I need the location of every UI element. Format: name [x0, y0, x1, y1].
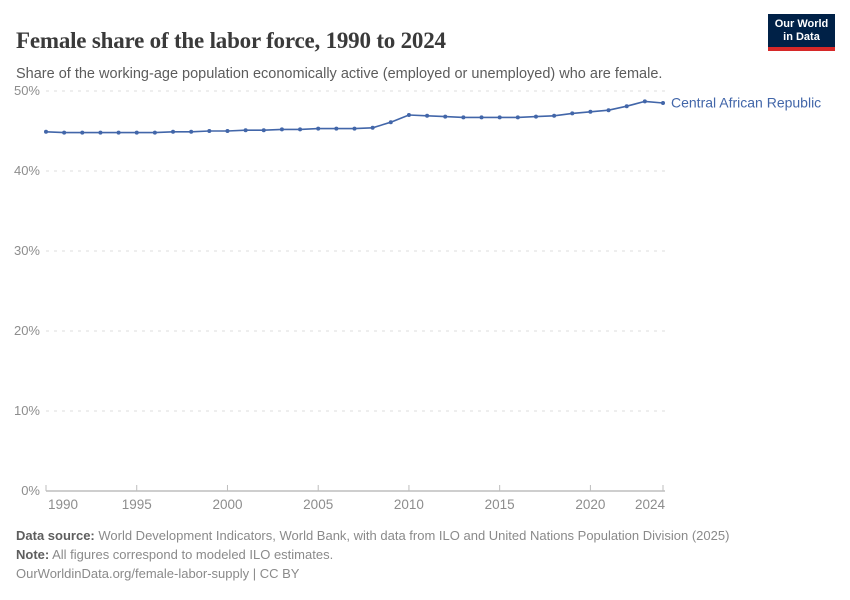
owid-logo-line1: Our World — [774, 17, 829, 30]
owid-logo[interactable]: Our World in Data — [768, 14, 835, 51]
citation-line: OurWorldinData.org/female-labor-supply |… — [16, 564, 836, 583]
datasource-line: Data source: World Development Indicator… — [16, 526, 836, 545]
data-point-2011[interactable] — [425, 113, 430, 118]
data-point-2017[interactable] — [533, 114, 538, 119]
data-point-1990[interactable] — [44, 129, 48, 134]
data-point-1993[interactable] — [98, 130, 103, 135]
data-point-2000[interactable] — [225, 129, 230, 133]
data-point-2024[interactable] — [661, 101, 665, 105]
data-point-2020[interactable] — [588, 109, 593, 114]
x-tick-label-2010: 2010 — [394, 497, 424, 512]
y-tick-label-0: 0% — [21, 483, 40, 498]
data-point-2015[interactable] — [497, 115, 502, 120]
data-point-2010[interactable] — [406, 113, 411, 117]
data-point-2014[interactable] — [479, 115, 484, 120]
data-point-2006[interactable] — [334, 126, 339, 131]
datasource-text: World Development Indicators, World Bank… — [94, 528, 730, 543]
chart-subtitle: Share of the working-age population econ… — [16, 65, 663, 82]
x-tick-label-2000: 2000 — [212, 497, 242, 512]
data-point-2021[interactable] — [606, 108, 611, 113]
data-point-1991[interactable] — [62, 130, 67, 135]
data-point-2003[interactable] — [279, 127, 284, 132]
data-point-1995[interactable] — [134, 130, 139, 135]
owid-logo-line2: in Data — [783, 30, 820, 43]
data-point-2005[interactable] — [316, 126, 321, 131]
note-label: Note: — [16, 547, 50, 562]
page-title: Female share of the labor force, 1990 to… — [16, 28, 446, 54]
data-point-2009[interactable] — [388, 120, 393, 125]
y-tick-label-30: 30% — [14, 243, 40, 258]
citation-link[interactable]: OurWorldinData.org/female-labor-supply — [16, 566, 250, 581]
y-tick-label-50: 50% — [14, 83, 40, 98]
citation-suffix: | CC BY — [249, 566, 300, 581]
x-tick-label-1990: 1990 — [48, 497, 78, 512]
data-point-2001[interactable] — [243, 128, 248, 133]
note-line: Note: All figures correspond to modeled … — [16, 545, 836, 564]
data-point-2013[interactable] — [461, 115, 466, 120]
x-tick-label-1995: 1995 — [122, 497, 152, 512]
data-point-2008[interactable] — [370, 125, 375, 130]
x-tick-label-2005: 2005 — [303, 497, 333, 512]
data-point-2016[interactable] — [515, 115, 520, 120]
x-tick-label-2015: 2015 — [485, 497, 515, 512]
data-point-2012[interactable] — [443, 114, 448, 119]
note-text: All figures correspond to modeled ILO es… — [49, 547, 334, 562]
series-label[interactable]: Central African Republic — [671, 95, 821, 111]
owid-logo-stripe — [768, 47, 835, 51]
x-tick-label-2024: 2024 — [635, 497, 666, 512]
data-point-2019[interactable] — [570, 111, 575, 116]
data-point-1996[interactable] — [152, 130, 157, 135]
data-point-1997[interactable] — [171, 129, 176, 134]
data-point-2004[interactable] — [298, 127, 303, 132]
x-tick-label-2020: 2020 — [575, 497, 605, 512]
data-point-1998[interactable] — [189, 129, 194, 134]
data-point-2023[interactable] — [642, 99, 647, 104]
y-tick-label-10: 10% — [14, 403, 40, 418]
data-point-1992[interactable] — [80, 130, 85, 135]
data-point-1999[interactable] — [207, 129, 212, 133]
y-tick-label-40: 40% — [14, 163, 40, 178]
data-point-2022[interactable] — [624, 104, 629, 109]
chart-footer: Data source: World Development Indicator… — [16, 526, 836, 583]
data-point-2018[interactable] — [552, 113, 557, 118]
y-tick-label-20: 20% — [14, 323, 40, 338]
data-point-2007[interactable] — [352, 126, 357, 131]
data-point-2002[interactable] — [261, 128, 266, 133]
data-point-1994[interactable] — [116, 130, 121, 135]
datasource-label: Data source: — [16, 528, 95, 543]
